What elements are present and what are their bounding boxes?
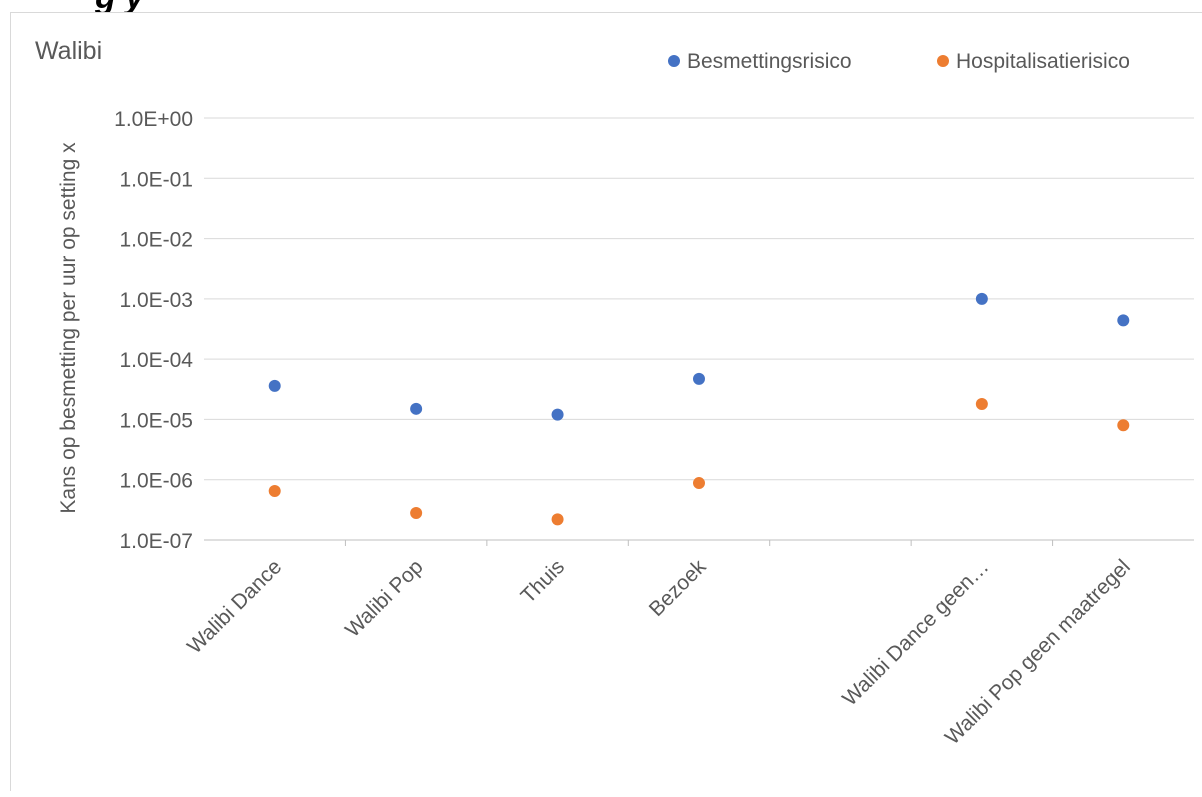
y-tick-label: 1.0E-05	[119, 409, 193, 432]
y-tick-label: 1.0E-07	[119, 530, 193, 553]
chart-frame: Walibi Besmettingsrisico Hospitalisatieri…	[10, 12, 1202, 791]
y-tick-label: 1.0E-01	[119, 168, 193, 191]
data-point	[975, 292, 988, 305]
data-point	[410, 402, 423, 415]
data-point	[551, 513, 564, 526]
y-tick-label: 1.0E-04	[119, 349, 193, 372]
data-point	[693, 372, 705, 385]
data-point	[551, 408, 564, 421]
gridlines	[204, 117, 1194, 541]
data-point	[1117, 419, 1130, 432]
x-tick-label: Thuis	[517, 555, 570, 608]
data-point	[268, 379, 281, 392]
data-point	[410, 507, 423, 520]
data-point	[975, 398, 988, 411]
x-axis: Walibi Dance Walibi Pop Thuis Bezoek Walibi …	[183, 540, 1135, 749]
x-tick-label: Walibi Dance	[183, 555, 286, 658]
legend-marker	[668, 55, 680, 67]
legend-marker	[937, 55, 949, 67]
legend-label: Besmettingsrisico	[687, 50, 852, 73]
chart-title: Walibi	[35, 37, 102, 65]
x-tick-label: Walibi Dance geen…	[838, 555, 993, 710]
chart-svg: Walibi Besmettingsrisico Hospitalisatieri…	[35, 37, 1194, 749]
x-tick-label: Bezoek	[645, 555, 711, 621]
x-tick-label: Walibi Pop	[341, 555, 428, 642]
data-point	[1117, 314, 1130, 327]
y-tick-label: 1.0E-03	[119, 289, 193, 312]
y-tick-label: 1.0E+00	[114, 108, 193, 131]
top-heading-clip: g y	[0, 0, 1202, 12]
legend-label: Hospitalisatierisico	[956, 50, 1130, 73]
data-points	[268, 292, 1130, 526]
data-point	[693, 477, 705, 490]
y-tick-label: 1.0E-02	[119, 229, 193, 252]
chart-legend: Besmettingsrisico Hospitalisatierisico	[668, 50, 1130, 73]
top-heading: g y	[95, 0, 144, 12]
data-point	[268, 484, 281, 497]
y-tick-label: 1.0E-06	[119, 470, 193, 493]
y-axis-ticks: 1.0E+00 1.0E-01 1.0E-02 1.0E-03 1.0E-04 1.0E-…	[114, 108, 193, 553]
y-axis-label: Kans op besmetting per uur op setting x	[57, 142, 80, 514]
